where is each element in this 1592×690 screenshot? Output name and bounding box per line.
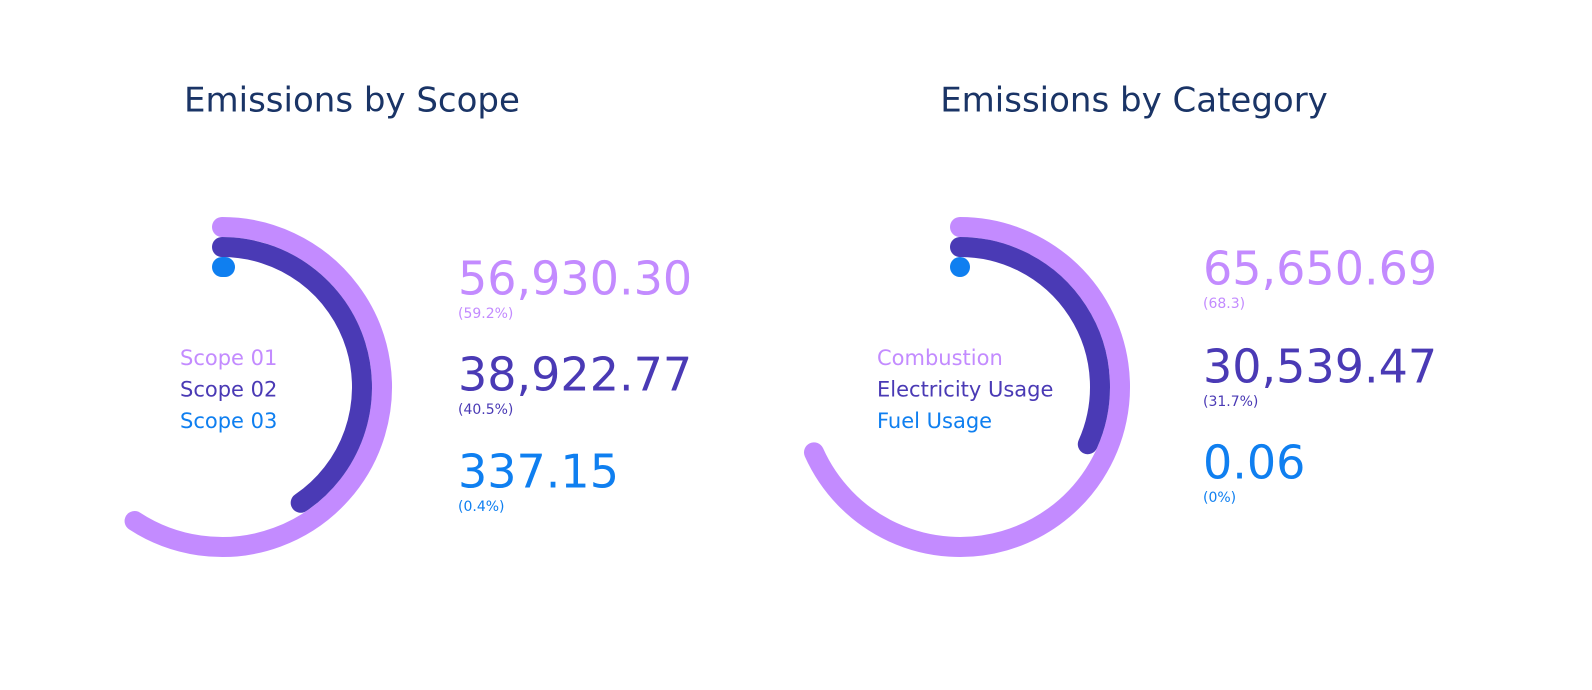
radial-bar [950,237,1110,455]
legend-label: Scope 03 [180,409,277,433]
value-label: 0.06 [1203,436,1305,490]
radial-bar [212,237,372,513]
share-label: (68.3) [1203,296,1245,312]
radial-bar [124,217,392,557]
legend-label: Combustion [877,346,1003,370]
value-label: 56,930.30 [458,252,692,306]
chart-title: Emissions by Category [940,81,1328,121]
value-label: 337.15 [458,445,619,499]
share-label: (0%) [1203,490,1236,506]
legend-label: Electricity Usage [877,378,1053,402]
chart-title: Emissions by Scope [184,81,520,121]
legend-label: Scope 02 [180,378,277,402]
legend-label: Fuel Usage [877,409,992,433]
radial-bar [803,217,1130,557]
value-label: 38,922.77 [458,348,692,402]
share-label: (59.2%) [458,306,513,322]
value-label: 65,650.69 [1203,242,1437,296]
legend-label: Scope 01 [180,346,277,370]
share-label: (31.7%) [1203,394,1258,410]
value-label: 30,539.47 [1203,340,1437,394]
share-label: (0.4%) [458,499,505,515]
share-label: (40.5%) [458,402,513,418]
